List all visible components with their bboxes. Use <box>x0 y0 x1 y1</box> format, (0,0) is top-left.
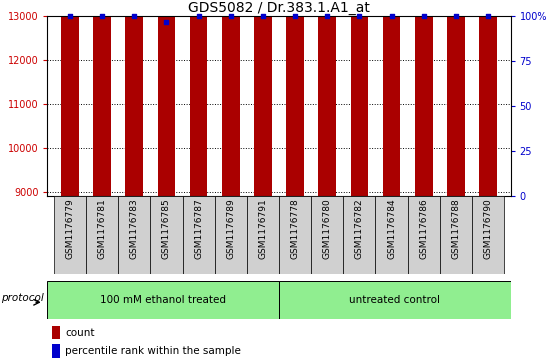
Bar <box>383 0 401 196</box>
Bar <box>479 0 497 196</box>
Bar <box>286 0 304 196</box>
Bar <box>376 196 408 274</box>
Bar <box>47 281 279 319</box>
Text: GSM1176791: GSM1176791 <box>258 198 267 259</box>
Bar <box>150 196 182 274</box>
Bar <box>157 0 175 196</box>
Text: GSM1176778: GSM1176778 <box>291 198 300 259</box>
Bar <box>247 196 279 274</box>
Text: 100 mM ethanol treated: 100 mM ethanol treated <box>100 295 226 305</box>
Bar <box>440 196 472 274</box>
Text: GSM1176787: GSM1176787 <box>194 198 203 259</box>
Point <box>258 13 267 19</box>
Bar <box>254 0 272 196</box>
Text: count: count <box>65 327 94 338</box>
Text: GSM1176780: GSM1176780 <box>323 198 332 259</box>
Bar <box>279 196 311 274</box>
Text: GSM1176781: GSM1176781 <box>98 198 107 259</box>
Title: GDS5082 / Dr.383.1.A1_at: GDS5082 / Dr.383.1.A1_at <box>188 1 370 15</box>
Text: GSM1176782: GSM1176782 <box>355 198 364 259</box>
Point <box>291 13 300 19</box>
Bar <box>126 0 143 196</box>
Bar <box>222 0 239 196</box>
Point <box>484 13 493 19</box>
Text: GSM1176784: GSM1176784 <box>387 198 396 259</box>
Bar <box>343 196 376 274</box>
Point <box>355 13 364 19</box>
Bar <box>415 0 432 196</box>
Point <box>419 13 428 19</box>
Bar <box>54 196 86 274</box>
Point <box>451 13 460 19</box>
Bar <box>350 0 368 196</box>
Bar <box>190 0 208 196</box>
Bar <box>408 196 440 274</box>
Point <box>162 19 171 25</box>
Text: GSM1176783: GSM1176783 <box>130 198 139 259</box>
Bar <box>319 0 336 196</box>
Bar <box>52 344 60 358</box>
Point <box>387 13 396 19</box>
Point <box>194 13 203 19</box>
Text: percentile rank within the sample: percentile rank within the sample <box>65 346 241 356</box>
Bar <box>472 196 504 274</box>
Bar <box>86 196 118 274</box>
Text: GSM1176788: GSM1176788 <box>451 198 460 259</box>
Bar <box>118 196 150 274</box>
Point <box>98 13 107 19</box>
Bar <box>215 196 247 274</box>
Point <box>65 13 74 19</box>
Bar <box>447 0 465 196</box>
Text: GSM1176789: GSM1176789 <box>226 198 235 259</box>
Text: GSM1176785: GSM1176785 <box>162 198 171 259</box>
Text: protocol: protocol <box>1 293 44 303</box>
Text: GSM1176779: GSM1176779 <box>65 198 74 259</box>
Bar <box>61 0 79 196</box>
Text: untreated control: untreated control <box>349 295 440 305</box>
Bar <box>279 281 511 319</box>
Bar <box>93 0 111 196</box>
Text: GSM1176790: GSM1176790 <box>484 198 493 259</box>
Text: GSM1176786: GSM1176786 <box>419 198 428 259</box>
Point <box>130 13 139 19</box>
Point <box>323 13 331 19</box>
Point <box>227 13 235 19</box>
Bar <box>311 196 343 274</box>
Bar <box>52 326 60 339</box>
Bar <box>182 196 215 274</box>
